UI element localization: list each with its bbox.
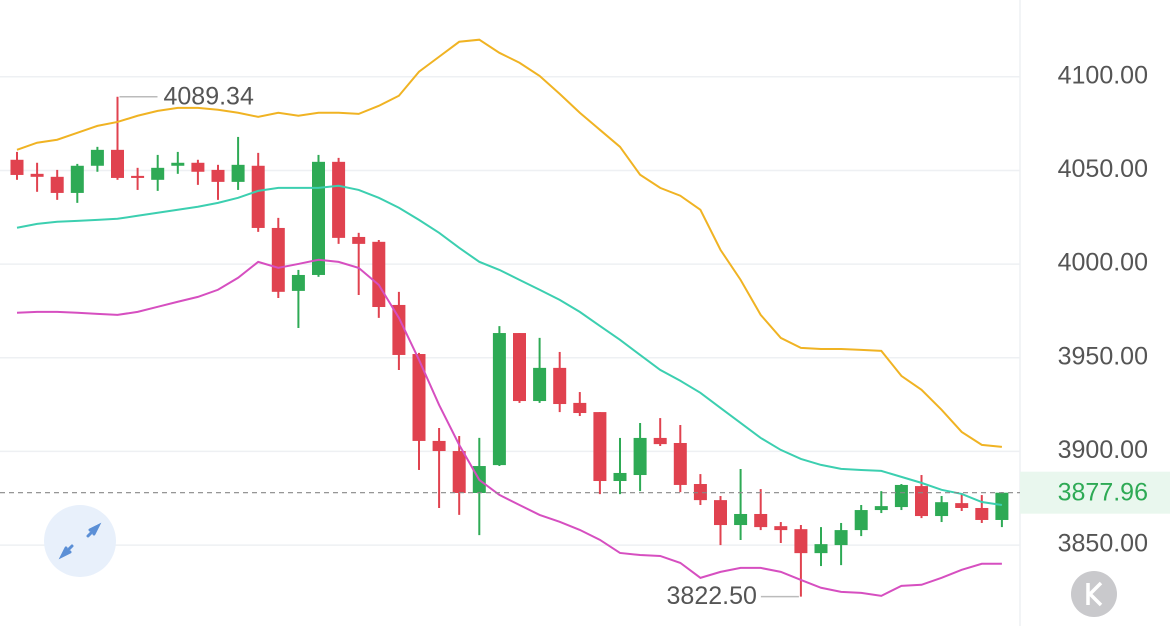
- candle-body: [271, 227, 285, 292]
- band-line: [16, 38, 1003, 448]
- y-tick-label: 4000.00: [1058, 249, 1148, 277]
- expand-button[interactable]: [44, 505, 116, 577]
- candle-body: [70, 165, 84, 193]
- candle-body: [874, 506, 888, 511]
- candle-body: [30, 173, 44, 177]
- candle-body: [171, 162, 185, 166]
- candle-body: [452, 451, 466, 494]
- candle-body: [352, 236, 366, 244]
- expand-circle[interactable]: [44, 505, 116, 577]
- last-price-box: [1020, 471, 1170, 514]
- candle-body: [332, 161, 346, 238]
- candle-body: [894, 484, 908, 508]
- band-line: [16, 184, 1003, 506]
- y-tick-label: 3900.00: [1058, 436, 1148, 464]
- candle-body: [492, 333, 506, 466]
- candle-body: [834, 530, 848, 546]
- candle-body: [131, 175, 145, 178]
- high-marker-label: 4089.34: [164, 82, 254, 110]
- candle-body: [372, 241, 386, 308]
- candle-body: [191, 162, 205, 172]
- candle-body: [312, 161, 325, 275]
- y-tick-label: 3950.00: [1058, 342, 1148, 370]
- candle-body: [673, 442, 687, 485]
- y-tick-label: 4100.00: [1058, 61, 1148, 89]
- candle-body: [693, 484, 707, 501]
- candle-body: [995, 492, 1009, 520]
- y-tick-label: 4050.00: [1058, 155, 1148, 183]
- y-tick-label: 3850.00: [1058, 530, 1148, 558]
- candle-body: [392, 304, 406, 355]
- candle-body: [714, 500, 727, 526]
- candle-body: [553, 367, 567, 405]
- candle-body: [111, 149, 124, 178]
- k-circle[interactable]: [1071, 571, 1117, 617]
- candle-body: [754, 513, 768, 528]
- candle-body: [90, 149, 104, 166]
- candle-body: [513, 333, 526, 402]
- candle-body: [814, 544, 828, 554]
- candle-body: [975, 507, 989, 520]
- low-marker-label: 3822.50: [667, 582, 757, 610]
- candle-body: [633, 437, 647, 476]
- last-price-label: 3877.96: [1058, 478, 1148, 506]
- candle-body: [151, 167, 165, 180]
- candle-body: [432, 440, 446, 452]
- candle-body: [854, 510, 868, 531]
- candle-body: [593, 412, 607, 482]
- k-button[interactable]: [1071, 571, 1117, 617]
- candle-body: [211, 169, 225, 182]
- expand-icon[interactable]: [58, 522, 102, 560]
- band-line: [16, 258, 1002, 597]
- candle-body: [412, 354, 426, 441]
- candle-body: [231, 164, 245, 182]
- k-icon[interactable]: [1086, 581, 1103, 607]
- candle-body: [955, 503, 969, 508]
- candle-body: [251, 165, 265, 228]
- candle-body: [734, 513, 748, 526]
- candle-body: [10, 159, 24, 175]
- candle-body: [774, 526, 788, 531]
- candle-body: [291, 274, 305, 291]
- candle-body: [573, 402, 587, 414]
- candle-body: [915, 486, 928, 517]
- candle-body: [613, 472, 627, 482]
- candle-body: [533, 367, 547, 402]
- candle-body: [935, 502, 949, 517]
- candle-body: [794, 529, 808, 554]
- candle-body: [653, 437, 667, 445]
- candle-body: [50, 176, 64, 193]
